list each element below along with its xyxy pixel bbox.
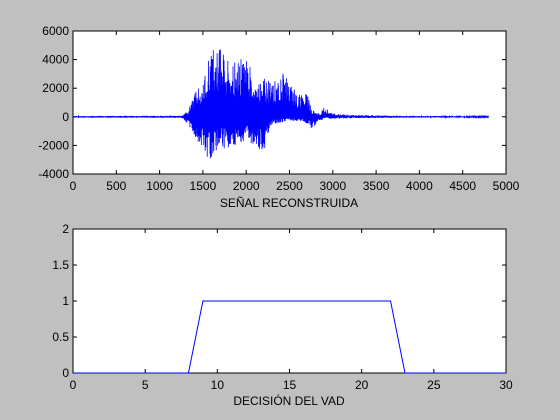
vad-ticks: 0 5 10 15 20 25 30 0 0.5 1 1.5 2 <box>52 222 513 392</box>
signal-xtick-label: 3500 <box>363 179 390 193</box>
vad-ytick-label: 0 <box>62 366 69 380</box>
signal-xtick-label: 1000 <box>146 179 173 193</box>
signal-xtick-label: 4500 <box>449 179 476 193</box>
vad-ytick-label: 1 <box>62 294 69 308</box>
signal-xtick-label: 2500 <box>276 179 303 193</box>
vad-series <box>73 300 506 374</box>
signal-xtick-label: 3000 <box>319 179 346 193</box>
signal-ytick-label: -2000 <box>38 138 69 152</box>
signal-xlabel: SEÑAL RECONSTRUIDA <box>220 196 358 210</box>
signal-ytick-label: 6000 <box>42 24 69 38</box>
signal-ytick-label: 2000 <box>42 81 69 95</box>
signal-ytick-label: 4000 <box>42 53 69 67</box>
vad-xtick-label: 25 <box>427 378 441 392</box>
signal-ytick-label: -4000 <box>38 167 69 181</box>
vad-axes: 0 5 10 15 20 25 30 0 0.5 1 1.5 2 DECISIÓN DEL VAD <box>52 222 513 408</box>
vad-ytick-label: 1.5 <box>52 258 69 272</box>
signal-xtick-label: 1500 <box>190 179 217 193</box>
signal-xtick-label: 500 <box>106 179 126 193</box>
signal-axes: 0 500 1000 1500 2000 2500 3000 3500 4000 4500 5000… <box>38 24 519 210</box>
vad-xlabel: DECISIÓN DEL VAD <box>233 393 345 408</box>
vad-xtick-label: 20 <box>355 378 369 392</box>
vad-xtick-label: 0 <box>70 378 77 392</box>
signal-ticks: 0 500 1000 1500 2000 2500 3000 3500 4000 4500 5000… <box>38 24 519 193</box>
signal-xtick-label: 5000 <box>493 179 520 193</box>
signal-line <box>72 49 489 159</box>
vad-line <box>73 300 506 374</box>
signal-ytick-label: 0 <box>62 110 69 124</box>
vad-ytick-label: 2 <box>62 222 69 236</box>
vad-xtick-label: 5 <box>142 378 149 392</box>
vad-xtick-label: 10 <box>211 378 225 392</box>
vad-xtick-label: 15 <box>283 378 297 392</box>
signal-xtick-label: 0 <box>70 179 77 193</box>
signal-xtick-label: 4000 <box>406 179 433 193</box>
vad-ytick-label: 0.5 <box>52 330 69 344</box>
signal-xtick-label: 2000 <box>233 179 260 193</box>
vad-xtick-label: 30 <box>499 378 513 392</box>
signal-series <box>72 49 489 159</box>
